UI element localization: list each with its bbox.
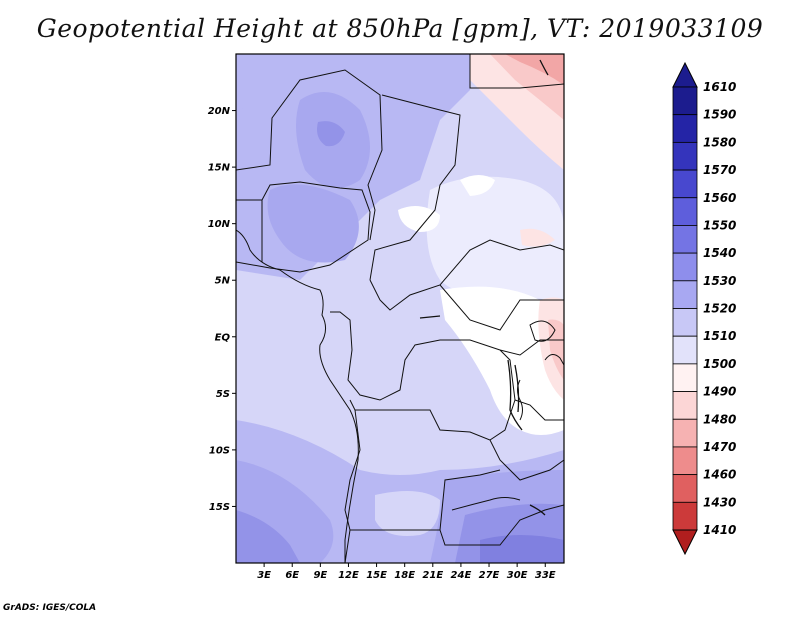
- colorbar-label: 1510: [703, 329, 736, 343]
- colorbar-label: 1410: [703, 523, 736, 537]
- lat-tick-label: 15S: [209, 502, 230, 513]
- colorbar-label: 1430: [703, 495, 736, 509]
- lon-tick-label: 24E: [451, 570, 472, 581]
- lon-tick-label: 21E: [422, 570, 443, 581]
- colorbar-label: 1530: [703, 274, 736, 288]
- colorbar-label: 1540: [703, 246, 736, 260]
- colorbar-segment: [672, 141, 698, 171]
- height-field: [236, 54, 564, 563]
- grads-credit: GrADS: IGES/COLA: [3, 603, 97, 613]
- colorbar-segment: [672, 114, 698, 143]
- country-borders: [236, 54, 564, 563]
- lon-tick-label: 9E: [313, 570, 327, 581]
- lat-tick-label: 5N: [215, 276, 231, 287]
- colorbar-label: 1570: [703, 163, 736, 177]
- colorbar-label: 1520: [703, 302, 736, 316]
- colorbar-bottom-arrow: [672, 529, 698, 556]
- colorbar-segment: [672, 280, 698, 309]
- latitude-axis: 20N 15N 10N 5N EQ 5S 10S 15S: [208, 106, 236, 513]
- lon-tick-label: 15E: [366, 570, 387, 581]
- lon-tick-label: 18E: [394, 570, 415, 581]
- colorbar-segment: [672, 391, 698, 420]
- colorbar-top-arrow: [672, 61, 698, 88]
- lakes: [419, 59, 549, 516]
- colorbar-label: 1550: [703, 218, 736, 232]
- lat-tick-label: 5S: [216, 389, 230, 400]
- colorbar-segment: [672, 197, 698, 226]
- colorbar: 1610 1590 1580 1570 1560 1550 1540 1530 1520 1510…: [672, 61, 736, 556]
- colorbar-segment: [672, 225, 698, 254]
- lat-tick-label: 20N: [208, 106, 231, 117]
- lon-tick-label: 12E: [338, 570, 359, 581]
- colorbar-segment: [672, 252, 698, 282]
- map-frame: [235, 53, 565, 564]
- lon-tick-label: 33E: [535, 570, 556, 581]
- colorbar-segment: [672, 363, 698, 392]
- colorbar-segment: [672, 474, 698, 503]
- colorbar-segment: [672, 335, 698, 365]
- colorbar-segment: [672, 308, 698, 337]
- colorbar-label: 1560: [703, 191, 736, 205]
- map-title: Geopotential Height at 850hPa [gpm], VT:…: [36, 14, 764, 43]
- colorbar-label: 1580: [703, 135, 736, 149]
- colorbar-label: 1610: [703, 80, 736, 94]
- longitude-axis: 3E 6E 9E 12E 15E 18E 21E 24E 27E 30E 33E: [257, 563, 556, 581]
- colorbar-segment: [672, 86, 698, 116]
- lat-tick-label: 10S: [209, 445, 230, 456]
- lon-tick-label: 3E: [257, 570, 271, 581]
- colorbar-label: 1460: [703, 468, 736, 482]
- lat-tick-label: EQ: [215, 332, 231, 343]
- lon-tick-label: 6E: [285, 570, 299, 581]
- lon-tick-label: 27E: [479, 570, 500, 581]
- lon-tick-label: 30E: [507, 570, 528, 581]
- colorbar-label: 1470: [703, 440, 736, 454]
- colorbar-label: 1590: [703, 108, 736, 122]
- colorbar-segment: [672, 418, 698, 448]
- colorbar-segment: [672, 446, 698, 476]
- colorbar-segment: [672, 501, 698, 531]
- colorbar-label: 1490: [703, 385, 736, 399]
- colorbar-segment: [672, 169, 698, 199]
- lat-tick-label: 15N: [208, 163, 231, 174]
- lat-tick-label: 10N: [208, 219, 231, 230]
- colorbar-label: 1480: [703, 412, 736, 426]
- colorbar-label: 1500: [703, 357, 736, 371]
